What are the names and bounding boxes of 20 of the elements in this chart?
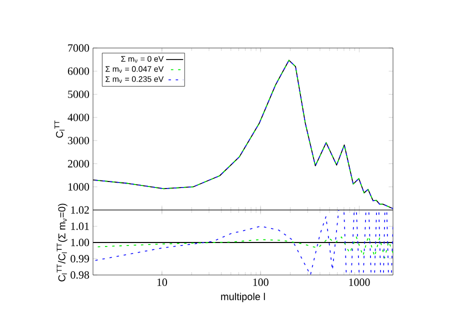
y-tick-label: 0.98 bbox=[70, 271, 90, 279]
y-tick-label: 2000 bbox=[68, 160, 90, 168]
x-tick-label: 100 bbox=[253, 278, 268, 286]
x-tick-label: 1000 bbox=[349, 278, 370, 286]
y-tick-label: 0.99 bbox=[70, 255, 90, 262]
x-axis-title: multipole l bbox=[221, 292, 265, 302]
y-tick-label: 7000 bbox=[68, 44, 90, 52]
text: C$_{l}$$^{TT}$/C$_{l}$$^{TT}$(Σ m$_{ν}$=0) bbox=[56, 204, 68, 282]
y-tick-label: 6000 bbox=[68, 67, 90, 75]
y-tick-label: 1000 bbox=[68, 183, 90, 191]
y-tick-label: 1.00 bbox=[71, 238, 90, 246]
y-tick-label: 3000 bbox=[68, 136, 90, 144]
y-tick-label: 1.01 bbox=[71, 222, 89, 230]
legend-label: Σ m$_{ν}$ = 0.047 eV bbox=[106, 66, 164, 73]
x-tick-label: 10 bbox=[157, 278, 168, 286]
legend-label: Σ m$_{ν}$ = 0 eV bbox=[121, 56, 164, 63]
y-tick-label: 4000 bbox=[68, 114, 90, 122]
y-tick-label: 1.02 bbox=[71, 206, 89, 214]
legend-label: Σ m$_{ν}$ = 0.235 eV bbox=[106, 76, 164, 83]
y-tick-label: 5000 bbox=[68, 90, 90, 98]
